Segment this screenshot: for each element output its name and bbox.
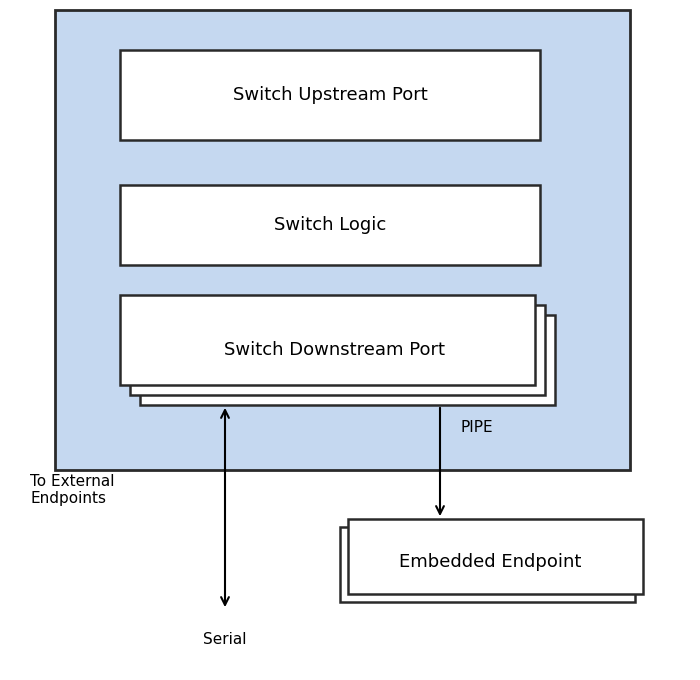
- Bar: [120, 50, 540, 140]
- Text: PIPE: PIPE: [460, 420, 493, 435]
- Text: Embedded Endpoint: Embedded Endpoint: [399, 553, 581, 571]
- Text: Switch Downstream Port: Switch Downstream Port: [225, 341, 445, 359]
- Text: Switch Logic: Switch Logic: [274, 216, 386, 234]
- Bar: [140, 315, 555, 405]
- Text: Serial: Serial: [203, 632, 246, 647]
- Bar: [55, 10, 630, 470]
- Bar: [120, 185, 540, 265]
- Bar: [130, 305, 545, 395]
- Text: To External
Endpoints: To External Endpoints: [30, 474, 115, 506]
- Bar: [348, 519, 643, 594]
- Bar: [120, 295, 535, 385]
- Text: Switch Upstream Port: Switch Upstream Port: [232, 86, 428, 104]
- Bar: [340, 527, 635, 602]
